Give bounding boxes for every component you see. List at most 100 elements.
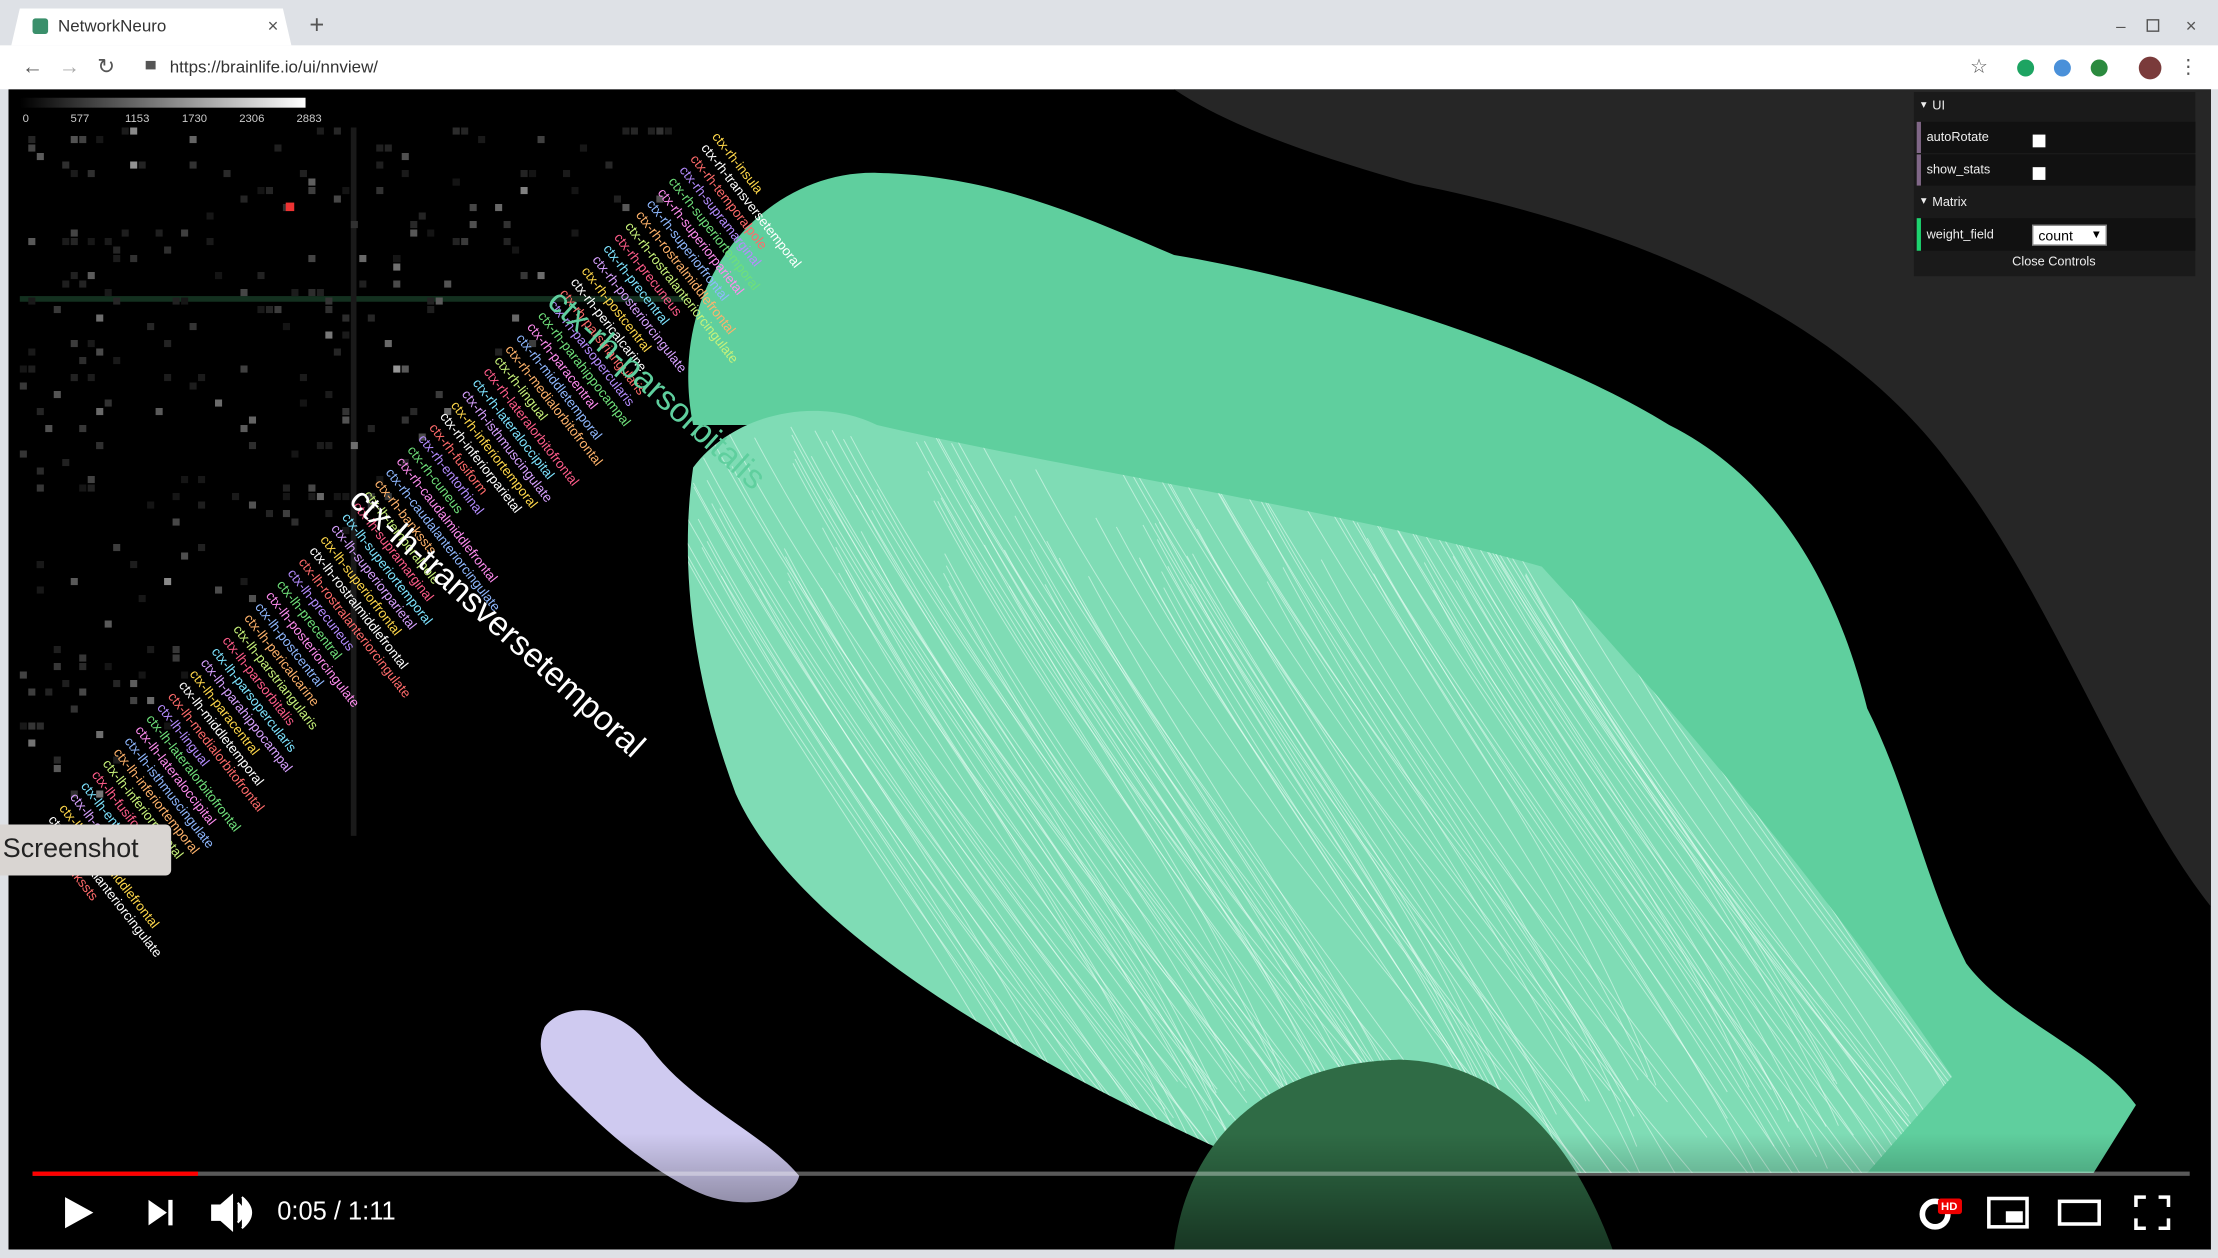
fiber <box>1287 433 1657 1086</box>
select-value[interactable]: count <box>2038 227 2073 243</box>
extension[interactable] <box>2017 59 2035 77</box>
fiber <box>1438 464 1910 1117</box>
fiber <box>1196 528 1572 1173</box>
url[interactable]: https://brainlife.io/ui/nnview/ <box>170 57 379 76</box>
matrix-cell <box>562 170 571 178</box>
matrix-cell <box>401 365 409 373</box>
matrix-cell <box>299 170 307 178</box>
forward[interactable]: → <box>59 56 80 79</box>
select[interactable] <box>2031 224 2107 246</box>
checkbox[interactable] <box>2032 134 2046 148</box>
matrix-cell <box>503 221 511 229</box>
matrix-cell <box>215 399 223 407</box>
matrix-cell <box>130 680 138 688</box>
matrix-cell <box>121 127 129 135</box>
matrix-cell <box>350 221 358 229</box>
matrix-cell <box>96 790 104 798</box>
next-button[interactable] <box>148 1199 173 1226</box>
matrix-cell <box>282 493 290 501</box>
matrix-cell <box>308 255 316 263</box>
matrix-cell <box>452 127 460 135</box>
fiber <box>787 572 1253 1173</box>
theater-button[interactable] <box>2057 1199 2101 1226</box>
fiber <box>1357 458 1779 1111</box>
colorbar-tick-label: 1730 <box>182 113 207 125</box>
matrix-cell <box>367 501 375 509</box>
miniplayer-button[interactable] <box>1987 1196 2029 1229</box>
folder-title[interactable]: UI <box>1932 98 1945 113</box>
menu[interactable]: ⋮ <box>2178 56 2198 78</box>
tab[interactable] <box>11 8 292 46</box>
fiber <box>950 427 1353 1080</box>
matrix-cell <box>147 646 155 654</box>
matrix-cell <box>19 382 27 390</box>
matrix-cell <box>70 229 78 237</box>
restore[interactable] <box>2146 19 2160 32</box>
matrix-cell <box>189 161 197 169</box>
matrix-cell <box>401 153 409 161</box>
fiber <box>726 429 1178 1082</box>
matrix-cell <box>495 204 503 212</box>
fiber <box>1396 504 1818 1158</box>
matrix-cell <box>87 476 95 484</box>
window-close[interactable]: × <box>2186 15 2197 36</box>
folder-title[interactable]: Matrix <box>1932 194 1967 209</box>
matrix-cell <box>53 391 61 399</box>
matrix-cell <box>265 187 274 195</box>
matrix-cell <box>664 127 672 135</box>
fiber <box>1311 466 1728 1119</box>
fiber <box>828 498 1223 1151</box>
matrix-cell <box>36 408 44 416</box>
screenshot-label[interactable]: Screenshot <box>3 833 139 863</box>
matrix-cell <box>248 501 257 509</box>
folder-arrow: ▾ <box>1921 99 1927 111</box>
profile[interactable] <box>2138 56 2162 80</box>
tab-title[interactable]: NetworkNeuro <box>58 16 166 35</box>
volume-button[interactable] <box>211 1193 253 1233</box>
fullscreen-button[interactable] <box>2134 1195 2171 1231</box>
back[interactable]: ← <box>22 56 43 79</box>
fiber <box>940 497 1310 1150</box>
matrix-cell <box>418 212 426 220</box>
matrix-cell <box>333 127 341 135</box>
fiber <box>1362 494 1775 1147</box>
reload[interactable]: ↻ <box>97 56 115 79</box>
matrix-cell <box>53 663 61 671</box>
fiber <box>1258 424 1649 1078</box>
fiber <box>1252 485 1708 1138</box>
checkbox[interactable] <box>2032 167 2046 180</box>
matrix-cell <box>181 552 189 560</box>
matrix-cell <box>113 246 121 254</box>
play-button[interactable] <box>65 1197 94 1229</box>
matrix-cell <box>529 170 537 178</box>
new-tab[interactable]: + <box>309 12 324 40</box>
bookmark-star[interactable]: ☆ <box>1970 56 1988 78</box>
minimize[interactable]: – <box>2116 16 2126 35</box>
player-gradient <box>8 1133 2211 1250</box>
matrix-cell <box>147 697 155 705</box>
screenshot-button[interactable] <box>0 824 172 876</box>
progress-track[interactable] <box>32 1171 2190 1176</box>
fiber <box>1482 543 1907 1173</box>
extension[interactable] <box>2053 59 2071 77</box>
extension[interactable] <box>2090 59 2108 77</box>
matrix-cell <box>19 450 27 458</box>
matrix-cell <box>181 671 189 679</box>
fiber <box>1186 555 1638 1173</box>
matrix-cell <box>62 238 70 246</box>
lock-icon <box>145 60 156 70</box>
matrix-cell <box>215 272 223 280</box>
tab-close[interactable]: × <box>268 15 279 36</box>
controls-panel: ▾ UI autoRotate show_stats ▾ Matrix weig… <box>1913 92 2196 277</box>
matrix-cell <box>444 408 452 416</box>
matrix-cell <box>155 408 163 416</box>
fiber <box>915 441 1292 1094</box>
close-controls[interactable]: Close Controls <box>2012 253 2095 268</box>
matrix-cell <box>113 357 121 365</box>
fiber <box>955 479 1416 1132</box>
matrix-cell <box>130 255 138 263</box>
fiber <box>1111 427 1502 1080</box>
fiber <box>709 435 1187 1089</box>
hd-label: HD <box>1941 1201 1957 1213</box>
